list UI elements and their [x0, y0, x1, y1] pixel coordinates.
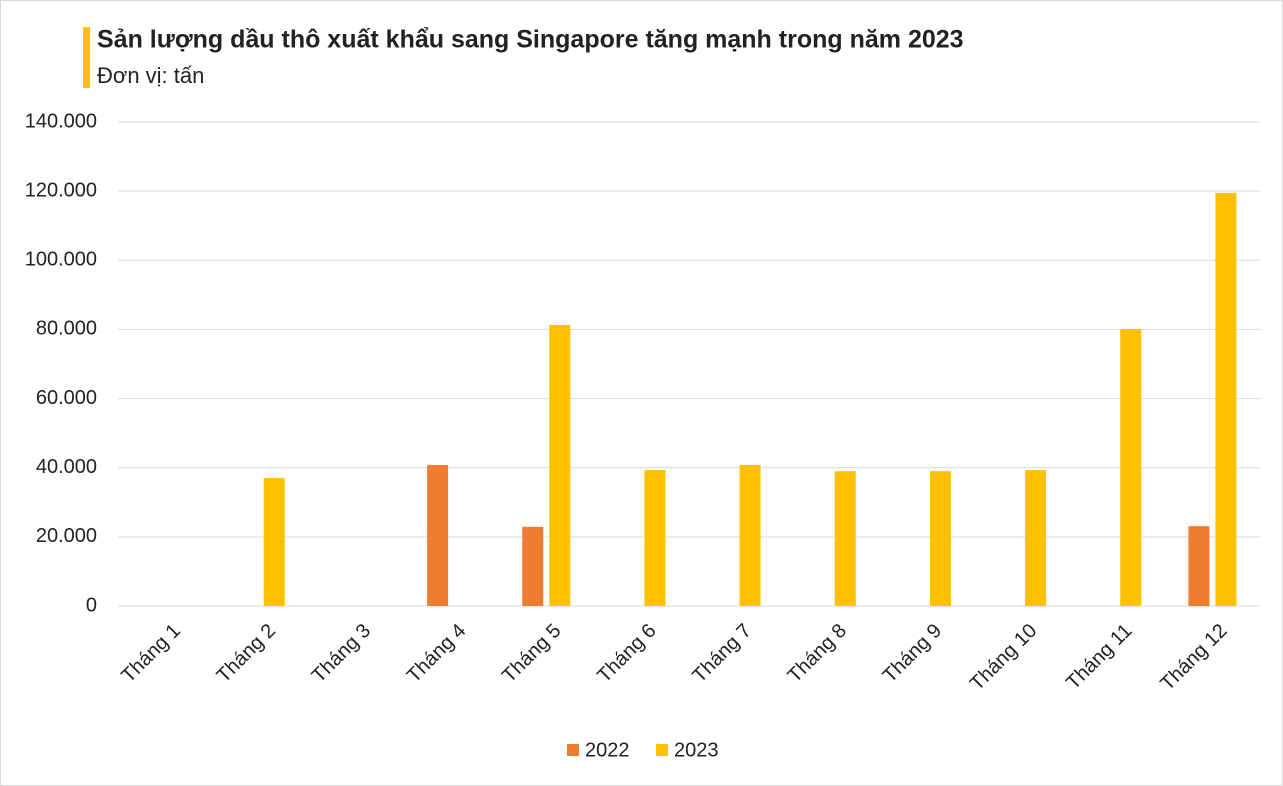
y-tick-label: 40.000 — [36, 456, 97, 478]
bar — [1188, 526, 1210, 606]
chart-subtitle: Đơn vị: tấn — [97, 63, 204, 88]
y-tick-label: 60.000 — [36, 387, 97, 409]
legend-swatch — [656, 744, 668, 756]
bar — [549, 324, 571, 606]
bar — [834, 471, 856, 606]
bar — [522, 526, 544, 606]
y-tick-label: 0 — [86, 594, 97, 616]
y-tick-label: 120.000 — [25, 179, 97, 201]
bar — [739, 464, 761, 606]
bar — [644, 470, 666, 606]
chart-title: Sản lượng dầu thô xuất khẩu sang Singapo… — [97, 26, 964, 54]
y-tick-label: 100.000 — [25, 249, 97, 271]
bar — [1215, 192, 1237, 606]
legend-label: 2022 — [585, 739, 630, 761]
bar — [929, 471, 951, 606]
legend-label: 2023 — [674, 739, 719, 761]
title-accent — [83, 27, 90, 88]
bar — [427, 464, 449, 606]
legend-swatch — [567, 744, 579, 756]
bar — [1025, 470, 1047, 606]
y-tick-label: 80.000 — [36, 318, 97, 340]
bar — [1120, 329, 1142, 606]
y-tick-label: 140.000 — [25, 110, 97, 132]
bar — [263, 478, 285, 606]
y-tick-label: 20.000 — [36, 525, 97, 547]
